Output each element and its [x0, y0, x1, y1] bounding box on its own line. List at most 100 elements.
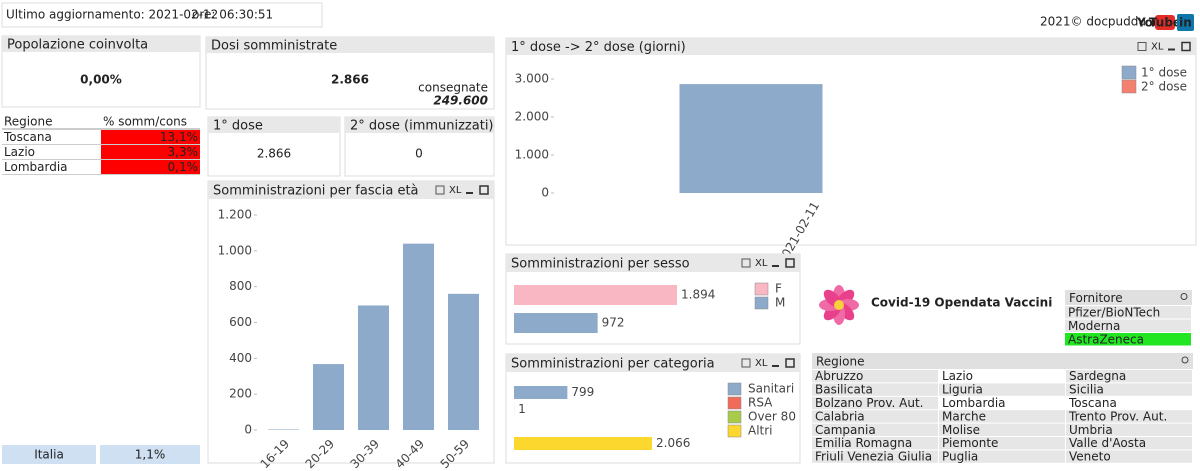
listbox-item[interactable] — [939, 410, 1065, 423]
xl-button[interactable]: XL — [755, 258, 768, 269]
xl-button[interactable]: XL — [449, 185, 462, 196]
panel-title: 1° dose -> 2° dose (giorni) — [511, 40, 686, 55]
listbox-item-label[interactable]: Basilicata — [815, 383, 873, 397]
y-tick-label: 0 — [244, 423, 252, 437]
listbox-item[interactable] — [1065, 333, 1191, 346]
panel-header — [208, 181, 494, 199]
y-tick-label: 3.000 — [515, 72, 549, 86]
panel-title: Somministrazioni per categoria — [511, 357, 715, 372]
listbox-item[interactable] — [812, 383, 938, 396]
region-cell: Toscana — [3, 130, 52, 144]
listbox-item-label[interactable]: Liguria — [942, 383, 983, 397]
listbox-item-label[interactable]: Friuli Venezia Giulia — [815, 450, 932, 464]
listbox-item[interactable] — [939, 423, 1065, 436]
listbox-item-label[interactable]: Calabria — [815, 409, 865, 423]
bar — [268, 429, 299, 430]
legend-swatch — [754, 296, 769, 310]
y-tick-label: 2.000 — [515, 110, 549, 124]
listbox-item[interactable] — [812, 410, 938, 423]
listbox-item[interactable] — [939, 396, 1065, 410]
panel-header — [506, 354, 800, 372]
maximize-icon — [479, 185, 489, 195]
listbox-item[interactable] — [1065, 306, 1191, 319]
listbox-item[interactable] — [1066, 383, 1192, 396]
column-header: % somm/cons — [103, 115, 187, 129]
listbox-item-label[interactable]: Moderna — [1068, 319, 1120, 333]
listbox-item-label[interactable]: Puglia — [942, 450, 978, 464]
data-label: 799 — [571, 385, 594, 399]
print-icon — [741, 258, 751, 268]
legend-label: 1° dose — [1141, 66, 1187, 80]
region-cell: Lazio — [4, 145, 35, 159]
listbox-item-label[interactable]: Lazio — [942, 369, 973, 383]
y-tick-label: 1.000 — [218, 243, 252, 257]
listbox-item[interactable] — [939, 383, 1065, 396]
listbox-item[interactable] — [1066, 410, 1192, 423]
listbox-item-label[interactable]: Pfizer/BioNTech — [1068, 305, 1160, 319]
y-tick-label: 0 — [541, 186, 549, 200]
listbox-item-label[interactable]: Valle d'Aosta — [1069, 436, 1146, 450]
listbox-item-label[interactable]: Trento Prov. Aut. — [1068, 409, 1167, 423]
percent-cell: 0,1% — [168, 160, 199, 174]
bar — [313, 364, 344, 430]
total-value-cell — [100, 445, 200, 464]
listbox-item-label[interactable]: Bolzano Prov. Aut. — [815, 396, 924, 410]
panel-header — [206, 37, 494, 53]
legend-swatch — [1121, 79, 1137, 94]
listbox-item[interactable] — [812, 437, 938, 450]
listbox-item-label[interactable]: Molise — [942, 423, 980, 437]
listbox-item[interactable] — [939, 450, 1065, 463]
kpi-value: 2.866 — [331, 73, 369, 87]
legend-label: Sanitari — [748, 382, 794, 396]
listbox-item-label[interactable]: Abruzzo — [815, 369, 863, 383]
legend-swatch — [727, 410, 742, 424]
listbox-item-label[interactable]: Veneto — [1069, 450, 1111, 464]
listbox-item[interactable] — [1066, 396, 1192, 410]
listbox-item-label[interactable]: AstraZeneca — [1068, 332, 1144, 346]
y-tick-label: 400 — [229, 351, 252, 365]
listbox-item[interactable] — [1065, 319, 1191, 333]
listbox-item[interactable] — [939, 437, 1065, 450]
listbox-item[interactable] — [1066, 370, 1192, 383]
listbox-item[interactable] — [812, 450, 938, 463]
listbox-item-label[interactable]: Emilia Romagna — [815, 436, 912, 450]
listbox-item[interactable] — [1066, 450, 1192, 463]
panel-title: Popolazione coinvolta — [7, 38, 148, 53]
listbox-item[interactable] — [1066, 423, 1192, 436]
search-icon — [1180, 293, 1188, 300]
listbox-header — [812, 353, 1193, 369]
youtube-box — [1155, 15, 1175, 30]
panel-title: 1° dose — [213, 119, 263, 134]
listbox-item[interactable] — [939, 370, 1065, 383]
xl-button[interactable]: XL — [755, 358, 768, 369]
listbox-item-label[interactable]: Lombardia — [942, 396, 1006, 410]
copyright: 2021© docpuddu — [1040, 15, 1146, 29]
listbox-item-label[interactable]: Sicilia — [1069, 383, 1104, 397]
legend-label: 2° dose — [1141, 80, 1187, 94]
panel-title: Dosi somministrate — [211, 39, 337, 54]
panel-header — [208, 117, 340, 133]
listbox-item-label[interactable]: Toscana — [1068, 396, 1117, 410]
listbox-item[interactable] — [812, 370, 938, 383]
listbox-item[interactable] — [812, 423, 938, 436]
legend-label: Over 80 — [748, 410, 796, 424]
listbox-item-label[interactable]: Marche — [942, 409, 986, 423]
listbox-item-label[interactable]: Sardegna — [1069, 369, 1126, 383]
print-icon — [435, 185, 445, 195]
listbox-item[interactable] — [812, 396, 938, 410]
xl-button[interactable]: XL — [1151, 42, 1164, 53]
app-title: Covid-19 Opendata Vaccini — [871, 296, 1052, 310]
panel-header — [345, 117, 494, 133]
bar — [358, 305, 389, 430]
legend-swatch — [727, 396, 742, 410]
listbox-item-label[interactable]: Campania — [815, 423, 876, 437]
youtube-logo: Tube — [1149, 16, 1181, 30]
listbox-item-label[interactable]: Umbria — [1069, 423, 1113, 437]
update-date: Ultimo aggiornamento: 2021-02-12 — [6, 8, 218, 22]
listbox-item[interactable] — [1066, 437, 1192, 450]
listbox-title: Regione — [816, 355, 864, 369]
data-label: 1.894 — [681, 288, 715, 302]
legend-label: Altri — [748, 424, 773, 438]
listbox-item-label[interactable]: Piemonte — [942, 436, 998, 450]
maximize-icon — [785, 358, 795, 368]
